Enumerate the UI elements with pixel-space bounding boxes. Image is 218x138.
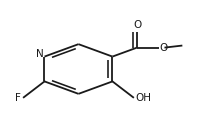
Text: F: F xyxy=(15,93,20,103)
Text: O: O xyxy=(133,20,141,30)
Text: N: N xyxy=(36,49,44,59)
Text: OH: OH xyxy=(136,93,152,103)
Text: O: O xyxy=(160,43,168,53)
